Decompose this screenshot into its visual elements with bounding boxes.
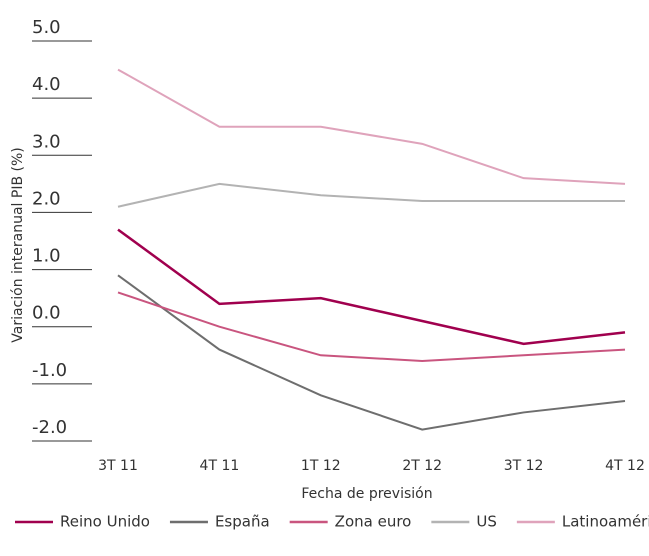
legend-label: US [476, 513, 497, 531]
legend-label: Reino Unido [60, 513, 150, 531]
x-axis-label: Fecha de previsión [301, 486, 432, 502]
x-tick-label: 4T 12 [605, 458, 645, 474]
series-line [117, 291, 626, 363]
y-axis-label: Variación interanual PIB (%) [10, 147, 26, 343]
series-line [117, 182, 625, 208]
y-tick-label: 2.0 [32, 188, 61, 209]
y-tick-label: 5.0 [32, 17, 61, 38]
y-tick-label: -2.0 [32, 417, 67, 438]
legend-label: Zona euro [335, 513, 412, 531]
y-tick-label: -1.0 [32, 360, 67, 381]
y-tick-label: 0.0 [32, 303, 61, 324]
series-line [117, 68, 626, 185]
x-tick-label: 1T 12 [301, 458, 341, 474]
x-tick-label: 3T 11 [98, 458, 138, 474]
x-tick-label: 4T 11 [200, 458, 240, 474]
y-tick-label: 4.0 [32, 74, 61, 95]
y-tick-label: 1.0 [32, 246, 61, 267]
series-line [117, 228, 626, 346]
x-tick-label: 3T 12 [504, 458, 544, 474]
legend-label: Latinoamérica [562, 513, 649, 531]
series-line [117, 274, 626, 431]
x-tick-label: 2T 12 [402, 458, 442, 474]
legend-label: España [215, 513, 270, 531]
y-tick-label: 3.0 [32, 131, 61, 152]
